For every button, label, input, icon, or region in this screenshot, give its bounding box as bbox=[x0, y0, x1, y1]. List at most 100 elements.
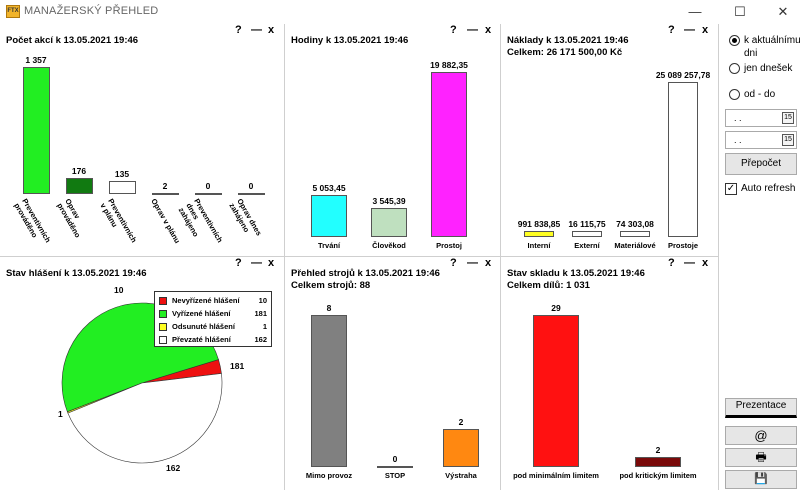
legend-label: Odsunuté hlášení bbox=[172, 322, 235, 331]
legend-label: Převzaté hlášení bbox=[172, 335, 231, 344]
panel-minimize-button[interactable]: — bbox=[467, 257, 478, 269]
panel-minimize-button[interactable]: — bbox=[684, 24, 695, 36]
radio-circle bbox=[729, 35, 740, 46]
data-label: 0 bbox=[205, 181, 211, 191]
tick-label: pod kritickým limitem bbox=[619, 471, 697, 480]
grid-divider bbox=[0, 256, 718, 257]
app-logo-icon: FTX bbox=[6, 5, 20, 18]
chart-bar bbox=[524, 231, 554, 237]
panel-title: Přehled strojů k 13.05.2021 19:46 Celkem… bbox=[291, 268, 440, 292]
chart-bar bbox=[22, 67, 50, 194]
tick-label: STOP bbox=[384, 471, 406, 480]
tick-label: Preventivních v plánu bbox=[98, 197, 139, 245]
window-minimize-button[interactable]: — bbox=[688, 4, 702, 19]
tick-label: Materiálové bbox=[614, 241, 656, 250]
panel-close-button[interactable]: x bbox=[485, 257, 492, 269]
data-label: 2 bbox=[458, 417, 464, 427]
chart-bar bbox=[108, 181, 136, 194]
window-maximize-button[interactable]: ☐ bbox=[734, 4, 746, 19]
tick-label: Interní bbox=[527, 241, 551, 250]
chart-bar bbox=[237, 193, 265, 195]
panel-help-button[interactable]: ? bbox=[450, 24, 457, 36]
tick-label: Oprav prováděno bbox=[55, 197, 83, 240]
legend-swatch bbox=[159, 310, 167, 318]
legend-item: Odsunuté hlášení 1 bbox=[159, 321, 271, 333]
data-label: 0 bbox=[248, 181, 254, 191]
email-icon[interactable]: @ bbox=[725, 426, 797, 445]
tick-label: Mimo provoz bbox=[305, 471, 353, 480]
panel-title: Stav skladu k 13.05.2021 19:46 Celkem dí… bbox=[507, 268, 645, 292]
panel-minimize-button[interactable]: — bbox=[684, 257, 695, 269]
window-title: MANAŽERSKÝ PŘEHLED bbox=[24, 5, 159, 17]
panel-title-text: Stav skladu k 13.05.2021 19:46 bbox=[507, 268, 645, 279]
radio-label: k aktuálnímu dni bbox=[744, 35, 800, 59]
radio-dot bbox=[732, 38, 737, 43]
chart-bar bbox=[620, 231, 650, 237]
panel-close-button[interactable]: x bbox=[268, 24, 275, 36]
legend-swatch bbox=[159, 336, 167, 344]
chart-bar bbox=[377, 466, 413, 468]
radio-label: od - do bbox=[744, 89, 776, 100]
chart-bar bbox=[533, 315, 579, 467]
grid-divider bbox=[284, 24, 285, 490]
panel-title: Hodiny k 13.05.2021 19:46 bbox=[291, 35, 409, 46]
recalculate-button[interactable]: Přepočet bbox=[725, 153, 797, 175]
chart-bar bbox=[635, 457, 681, 467]
data-label: 5 053,45 bbox=[312, 183, 346, 193]
date-from-field[interactable]: . . 15 bbox=[725, 109, 797, 127]
data-label: 176 bbox=[71, 166, 87, 176]
panel-subtitle: Celkem dílů: 1 031 bbox=[507, 280, 590, 291]
slice-label: 181 bbox=[230, 361, 244, 371]
panel-help-button[interactable]: ? bbox=[235, 257, 242, 269]
window-titlebar: FTX MANAŽERSKÝ PŘEHLED — ☐ ✕ bbox=[0, 0, 800, 24]
data-label: 0 bbox=[392, 454, 398, 464]
data-label: 25 089 257,78 bbox=[655, 70, 711, 80]
legend-value: 162 bbox=[254, 335, 267, 344]
panel-title: Náklady k 13.05.2021 19:46 Celkem: 26 17… bbox=[507, 35, 628, 59]
panel-close-button[interactable]: x bbox=[485, 24, 492, 36]
presentation-button[interactable]: Prezentace bbox=[725, 398, 797, 418]
save-icon[interactable]: 💾 bbox=[725, 470, 797, 489]
calendar-icon[interactable]: 15 bbox=[782, 112, 794, 124]
data-label: 74 303,08 bbox=[616, 219, 654, 229]
panel-close-button[interactable]: x bbox=[702, 257, 709, 269]
tick-label: Prostoje bbox=[667, 241, 698, 250]
radio-label: jen dnešek bbox=[744, 63, 793, 74]
checkbox-check-icon: ✓ bbox=[725, 183, 737, 195]
panel-minimize-button[interactable]: — bbox=[467, 24, 478, 36]
tick-label: Externí bbox=[574, 241, 600, 250]
date-to-field[interactable]: . . 15 bbox=[725, 131, 797, 149]
legend-value: 181 bbox=[254, 309, 267, 318]
data-label: 16 115,75 bbox=[568, 219, 606, 229]
data-label: 2 bbox=[655, 445, 661, 455]
legend-swatch bbox=[159, 323, 167, 331]
panel-machines: Přehled strojů k 13.05.2021 19:46 Celkem… bbox=[285, 257, 500, 490]
panel-costs: Náklady k 13.05.2021 19:46 Celkem: 26 17… bbox=[501, 24, 718, 256]
panel-close-button[interactable]: x bbox=[702, 24, 709, 36]
chart-bar bbox=[668, 82, 698, 237]
grid-divider bbox=[500, 24, 501, 490]
data-label: 2 bbox=[162, 181, 168, 191]
panel-help-button[interactable]: ? bbox=[668, 257, 675, 269]
panel-minimize-button[interactable]: — bbox=[251, 24, 262, 36]
panel-title-text: Náklady k 13.05.2021 19:46 bbox=[507, 35, 629, 46]
tick-label: Trvání bbox=[317, 241, 341, 250]
window-close-button[interactable]: ✕ bbox=[777, 4, 789, 19]
panel-minimize-button[interactable]: — bbox=[251, 257, 262, 269]
panel-title-text: Přehled strojů k 13.05.2021 19:46 bbox=[291, 268, 440, 279]
legend-label: Nevyřízené hlášení bbox=[172, 296, 240, 305]
panel-reports-status: Stav hlášení k 13.05.2021 19:46 ? — x 18… bbox=[0, 257, 284, 490]
pie-slice bbox=[67, 373, 223, 464]
panel-help-button[interactable]: ? bbox=[668, 24, 675, 36]
panel-close-button[interactable]: x bbox=[268, 257, 275, 269]
panel-help-button[interactable]: ? bbox=[450, 257, 457, 269]
slice-label: 162 bbox=[166, 463, 180, 473]
print-icon[interactable]: 🖶 bbox=[725, 448, 797, 467]
panel-subtitle: Celkem: 26 171 500,00 Kč bbox=[507, 47, 623, 58]
tick-label: Oprav v plánu bbox=[149, 197, 183, 245]
radio-circle bbox=[729, 63, 740, 74]
panel-hours: Hodiny k 13.05.2021 19:46 ? — x 5 053,45… bbox=[285, 24, 500, 256]
calendar-icon[interactable]: 15 bbox=[782, 134, 794, 146]
legend-value: 10 bbox=[258, 296, 267, 305]
panel-help-button[interactable]: ? bbox=[235, 24, 242, 36]
